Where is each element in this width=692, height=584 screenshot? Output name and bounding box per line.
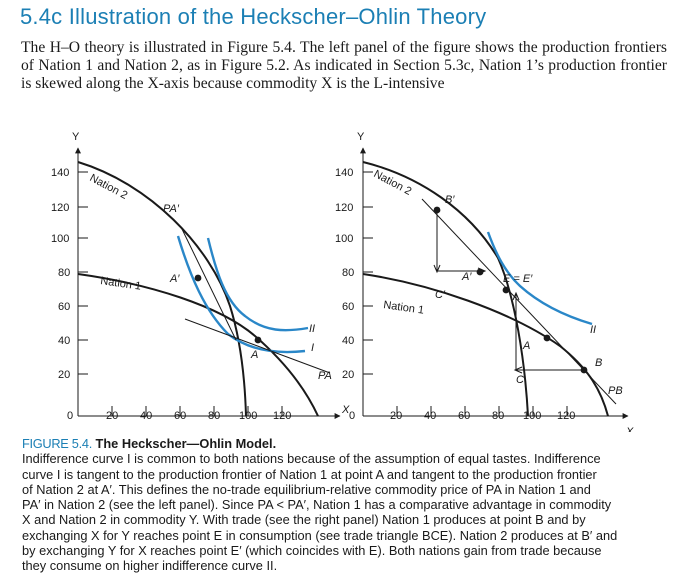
right-label-c: C [516,374,524,386]
caption-title: The Heckscher—Ohlin Model. [95,436,277,451]
left-y-tick-label: 20 [58,369,70,381]
right-panel: Y X 140 120 100 80 60 40 20 0 20 [335,131,634,432]
left-y-tick-label: 120 [51,202,69,214]
left-label-a: A [250,349,258,361]
left-x-tick-label: 80 [208,410,220,422]
right-y-tick-label: 80 [342,267,354,279]
intro-paragraph: The H–O theory is illustrated in Figure … [21,39,667,92]
right-label-a: A [522,340,530,352]
right-x-axis-label: X [625,426,634,432]
caption-body: Indifference curve I is common to both n… [22,451,665,573]
right-y-tick-label: 120 [335,202,353,214]
right-label-a-prime: A′ [461,271,472,283]
right-point-a [543,334,551,342]
left-y-tick-label: 140 [51,167,69,179]
caption-line: curve I is tangent to the production fro… [22,466,597,482]
caption-label: FIGURE 5.4. [22,436,92,451]
left-nation1-frontier [77,273,319,417]
right-y-tick-label: 100 [335,233,353,245]
left-x-axis-label: X [341,404,350,416]
right-point-b-prime [433,206,441,214]
figure-caption: FIGURE 5.4. The Heckscher—Ohlin Model. I… [22,436,665,574]
right-label-b: B [595,357,602,369]
right-indifference-curve-ii [486,231,593,326]
right-arrow-up-icon [512,291,520,301]
right-y-tick-label: 20 [342,369,354,381]
right-arrow-down-icon [433,264,441,274]
left-label-i: I [311,342,314,354]
section-title: Illustration of the Heckscher–Ohlin Theo… [68,4,487,29]
caption-line: X and Nation 2 in commodity Y. With trad… [22,512,586,528]
right-point-e [502,286,510,294]
right-label-nation1: Nation 1 [383,299,425,317]
left-label-pa-prime: PA′ [163,203,180,215]
right-label-e-equals-e-prime: E = E′ [503,273,533,285]
right-label-c-prime: C′ [435,289,446,301]
right-x-tick-label: 0 [349,410,355,422]
right-point-a-prime [476,268,484,276]
caption-line: Indifference curve I is common to both n… [22,451,601,467]
right-label-pb: PB [608,385,623,397]
right-y-ticks: 140 120 100 80 60 40 20 [335,167,373,381]
caption-line: by exchanging Y for X reaches point E′ (… [22,543,602,559]
left-x-tick-label: 40 [140,410,152,422]
right-label-b-prime: B′ [445,194,455,206]
left-panel: Y X 140 120 100 80 60 40 20 0 20 [51,131,350,422]
left-y-tick-label: 40 [58,335,70,347]
right-y-tick-label: 140 [335,167,353,179]
left-x-tick-label: 100 [239,410,257,422]
right-label-ii: II [590,324,596,336]
left-price-line-pa-prime [180,226,237,341]
left-label-nation2: Nation 2 [88,172,130,202]
right-trade-triangle-nation1 [512,291,586,374]
section-heading: 5.4c Illustration of the Heckscher–Ohlin… [20,4,486,30]
right-label-nation2: Nation 2 [372,168,414,198]
left-point-a-prime [194,274,202,282]
right-arrow-left-icon [513,366,523,374]
right-nation2-frontier [362,161,529,417]
right-x-ticks: 0 20 40 60 80 100 120 [349,406,575,422]
left-x-tick-label: 60 [174,410,186,422]
left-y-ticks: 140 120 100 80 60 40 20 [51,167,88,381]
right-x-tick-label: 60 [458,410,470,422]
left-point-a [254,336,262,344]
left-label-nation1: Nation 1 [100,275,142,293]
left-y-tick-label: 60 [58,301,70,313]
caption-line: of Nation 2 at A′. This defines the no-t… [22,481,591,497]
right-x-tick-label: 120 [557,410,575,422]
section-number: 5.4c [20,4,63,29]
right-y-tick-label: 60 [342,301,354,313]
right-nation1-frontier [362,273,609,417]
left-x-ticks: 0 20 40 60 80 100 120 [67,406,291,422]
right-y-tick-label: 40 [342,335,354,347]
left-x-tick-label: 120 [273,410,291,422]
right-x-tick-label: 40 [424,410,436,422]
caption-line: they consume on higher indifference curv… [22,558,278,574]
left-nation2-frontier [77,161,247,417]
left-indifference-curve-ii [206,237,309,332]
right-x-tick-label: 100 [523,410,541,422]
right-x-tick-label: 80 [492,410,504,422]
left-y-tick-label: 80 [58,267,70,279]
left-label-ii: II [309,323,315,335]
left-label-pa: PA [318,370,332,382]
left-price-line-pa [184,318,331,374]
left-label-a-prime: A′ [169,273,180,285]
right-x-tick-label: 20 [390,410,402,422]
left-y-axis-label: Y [72,131,80,143]
caption-line: PA′ in Nation 2 (see the left panel). Si… [22,497,612,513]
figure-5-4: Y X 140 120 100 80 60 40 20 0 20 [51,131,634,432]
left-x-tick-label: 0 [67,410,73,422]
left-x-tick-label: 20 [106,410,118,422]
right-y-axis-label: Y [357,131,365,143]
right-point-b [580,366,588,374]
caption-line: exchanging X for Y reaches point E in co… [22,527,618,543]
left-indifference-curve-i [176,235,306,354]
left-y-tick-label: 100 [51,233,69,245]
